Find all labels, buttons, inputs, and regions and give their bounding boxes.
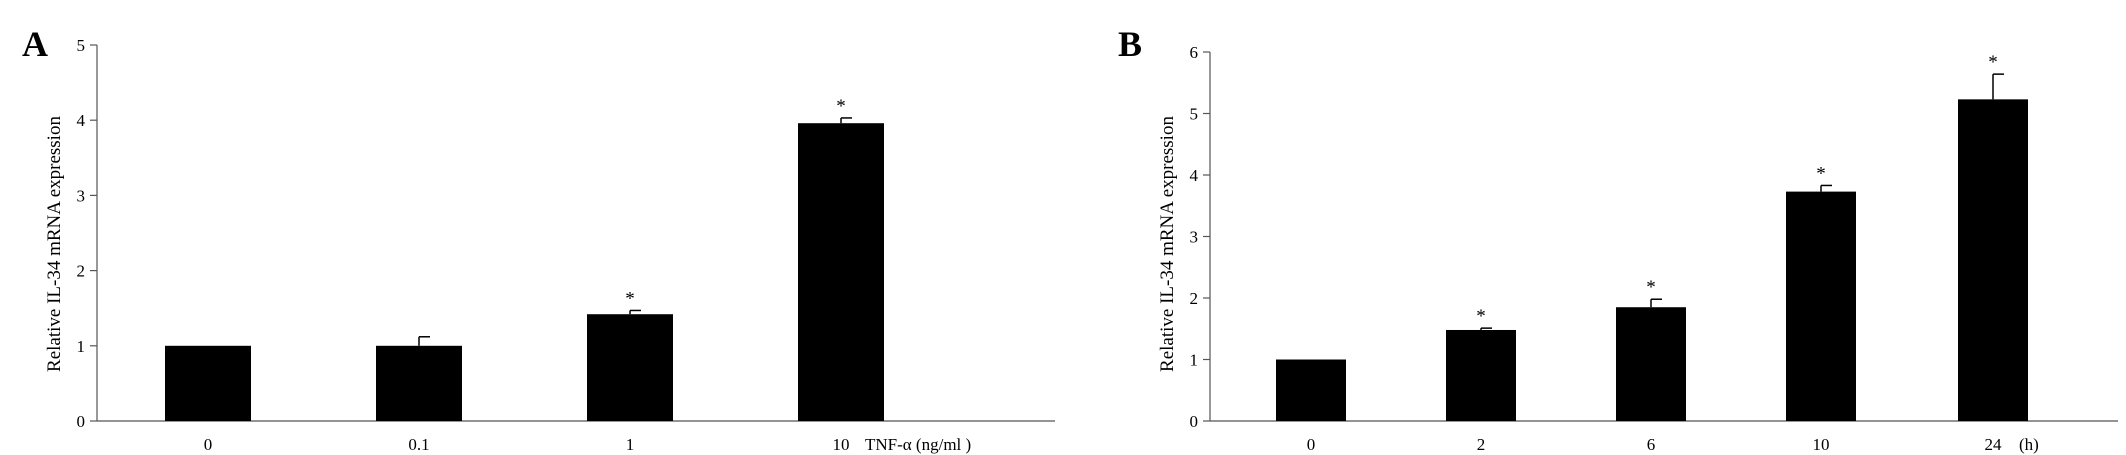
x-axis-label-b: (h) — [2019, 435, 2039, 454]
chart-b-svg: B Relative IL-34 mRNA expression 0 1 2 3 4 5 6… — [1118, 24, 2118, 454]
y-tick-label-a-1: 1 — [77, 337, 86, 356]
bar-b-3 — [1786, 191, 1856, 421]
significance-marker-b-4: * — [1988, 52, 1998, 73]
y-tick-label-a-2: 2 — [77, 262, 86, 281]
y-tick-label-b-0: 0 — [1190, 412, 1199, 431]
y-axis-label-b: Relative IL-34 mRNA expression — [1157, 116, 1178, 372]
y-tick-label-b-5: 5 — [1190, 105, 1199, 124]
x-tick-label-a-2: 1 — [626, 435, 635, 454]
y-tick-label-a-5: 5 — [77, 36, 86, 55]
significance-marker-a-2: * — [625, 288, 635, 309]
y-tick-label-b-4: 4 — [1190, 166, 1199, 185]
y-axis-label-a: Relative IL-34 mRNA expression — [44, 116, 65, 372]
y-tick-label-b-3: 3 — [1190, 228, 1199, 247]
y-tick-label-a-4: 4 — [77, 111, 86, 130]
bar-a-2 — [587, 314, 673, 421]
y-tick-label-b-6: 6 — [1190, 43, 1199, 62]
significance-marker-b-3: * — [1816, 163, 1826, 184]
x-tick-label-b-0: 0 — [1307, 435, 1316, 454]
x-tick-label-b-3: 10 — [1813, 435, 1830, 454]
bar-b-0 — [1276, 359, 1346, 421]
y-tick-label-a-0: 0 — [77, 412, 86, 431]
panel-letter-a: A — [22, 24, 48, 64]
x-tick-label-b-2: 6 — [1647, 435, 1656, 454]
y-tick-label-a-3: 3 — [77, 186, 86, 205]
bar-b-1 — [1446, 329, 1516, 421]
significance-marker-b-1: * — [1476, 306, 1486, 327]
x-tick-label-a-3: 10 — [833, 435, 850, 454]
panel-letter-b: B — [1118, 24, 1142, 64]
x-tick-label-a-0: 0 — [204, 435, 213, 454]
chart-panel-a: A Relative IL-34 mRNA expression 0 1 2 3 4 5 0… — [22, 24, 1055, 454]
bar-a-0 — [165, 345, 251, 421]
bar-a-1 — [376, 345, 462, 421]
significance-marker-b-2: * — [1646, 277, 1656, 298]
x-tick-label-a-1: 0.1 — [408, 435, 429, 454]
x-axis-label-a: TNF-α (ng/ml ) — [865, 435, 971, 454]
y-tick-label-b-1: 1 — [1190, 351, 1199, 370]
bar-a-3 — [798, 123, 884, 421]
bar-b-2 — [1616, 307, 1686, 421]
y-tick-label-b-2: 2 — [1190, 289, 1199, 308]
chart-panel-b: B Relative IL-34 mRNA expression 0 1 2 3 4 5 6… — [1063, 0, 2126, 455]
significance-marker-a-3: * — [836, 96, 846, 117]
chart-a-svg: A Relative IL-34 mRNA expression 0 1 2 3 4 5 0… — [22, 24, 1055, 454]
x-tick-label-b-4: 24 — [1985, 435, 2003, 454]
bar-b-4 — [1958, 99, 2028, 421]
x-tick-label-b-1: 2 — [1477, 435, 1486, 454]
